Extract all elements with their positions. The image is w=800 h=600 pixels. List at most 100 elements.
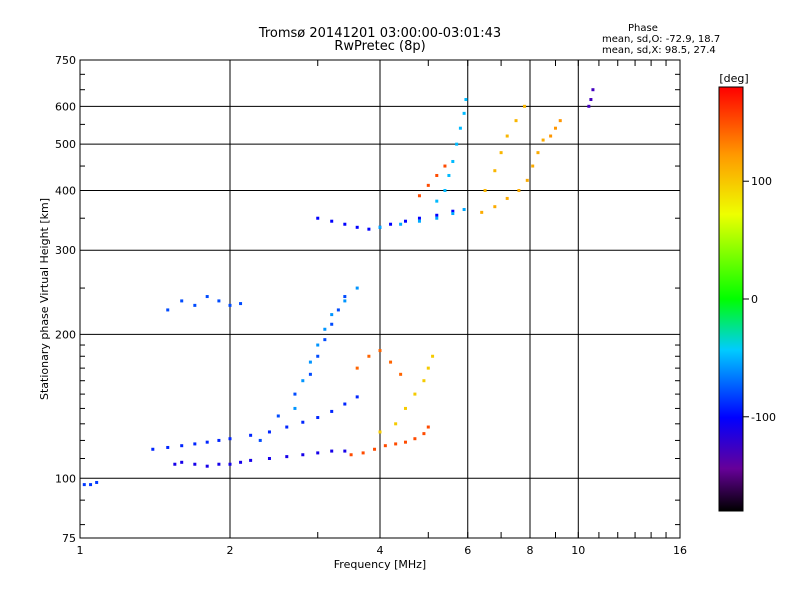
data-point	[431, 354, 435, 358]
data-point	[330, 322, 334, 326]
data-point	[426, 366, 430, 370]
data-point	[276, 414, 280, 418]
data-point	[383, 444, 387, 448]
data-point	[205, 464, 209, 468]
data-point	[323, 338, 327, 342]
data-point	[316, 216, 320, 220]
data-point	[435, 216, 439, 220]
data-point	[355, 395, 359, 399]
data-point	[330, 409, 334, 413]
data-point	[343, 299, 347, 303]
data-point	[267, 456, 271, 460]
y-tick-label: 400	[55, 184, 76, 197]
data-point	[316, 451, 320, 455]
data-point	[417, 219, 421, 223]
data-point	[330, 219, 334, 223]
x-tick-label: 10	[571, 544, 585, 557]
data-point	[493, 205, 497, 209]
data-point	[180, 299, 184, 303]
data-point	[378, 225, 382, 229]
data-point	[355, 286, 359, 290]
x-tick-label: 1	[77, 544, 84, 557]
data-point	[316, 354, 320, 358]
data-point	[308, 360, 312, 364]
data-point	[493, 169, 497, 173]
data-point	[336, 308, 340, 312]
y-tick-label: 300	[55, 244, 76, 257]
data-point	[301, 420, 305, 424]
data-point	[483, 188, 487, 192]
data-point	[166, 445, 170, 449]
y-tick-label: 500	[55, 138, 76, 151]
data-point	[451, 159, 455, 163]
data-point	[228, 437, 232, 441]
data-point	[228, 303, 232, 307]
data-point	[217, 438, 221, 442]
data-point	[403, 406, 407, 410]
data-point	[422, 379, 426, 383]
stats-o-mode: mean, sd,O: -72.9, 18.7	[602, 34, 721, 45]
data-point	[367, 354, 371, 358]
data-point	[517, 188, 521, 192]
data-point	[82, 483, 86, 487]
data-point	[399, 372, 403, 376]
colorbar-tick-label: -100	[751, 411, 776, 424]
data-point	[367, 227, 371, 231]
data-point	[443, 188, 447, 192]
data-point	[316, 343, 320, 347]
data-point	[394, 442, 398, 446]
data-point	[180, 444, 184, 448]
colorbar-tick-label: 0	[751, 293, 758, 306]
data-point	[525, 178, 529, 182]
data-point	[330, 313, 334, 317]
data-point	[323, 327, 327, 331]
data-point	[355, 366, 359, 370]
data-point	[536, 151, 540, 155]
data-point	[330, 449, 334, 453]
x-tick-label: 2	[227, 544, 234, 557]
colorbar	[718, 86, 744, 512]
y-tick-label: 100	[55, 472, 76, 485]
data-point	[389, 222, 393, 226]
x-tick-label: 6	[464, 544, 471, 557]
data-point	[151, 447, 155, 451]
data-point	[193, 462, 197, 466]
data-point	[173, 462, 177, 466]
data-point	[549, 134, 553, 138]
data-point	[316, 416, 320, 420]
data-point	[239, 302, 243, 306]
x-axis-title: Frequency [MHz]	[334, 558, 426, 571]
grid-lines	[80, 60, 680, 538]
data-point	[193, 442, 197, 446]
data-point	[558, 119, 562, 123]
data-point	[435, 213, 439, 217]
y-tick-label: 75	[62, 532, 76, 545]
data-point	[458, 126, 462, 130]
data-point	[293, 406, 297, 410]
colorbar-label: [deg]	[719, 72, 748, 85]
data-point	[205, 295, 209, 299]
data-points	[82, 88, 595, 487]
x-tick-label: 8	[527, 544, 534, 557]
data-point	[343, 295, 347, 299]
data-point	[403, 219, 407, 223]
data-point	[514, 119, 518, 123]
data-point	[378, 349, 382, 353]
data-point	[531, 164, 535, 168]
data-point	[355, 225, 359, 229]
data-point	[523, 104, 527, 108]
colorbar-tick-label: 100	[751, 175, 772, 188]
chart-subtitle: RwPretec (8p)	[334, 39, 426, 54]
data-point	[589, 98, 593, 102]
data-point	[413, 437, 417, 441]
data-point	[447, 173, 451, 177]
data-point	[267, 430, 271, 434]
data-point	[205, 440, 209, 444]
data-point	[417, 194, 421, 198]
data-point	[239, 460, 243, 464]
data-point	[541, 138, 545, 142]
data-point	[301, 453, 305, 457]
axis-ticks	[79, 60, 681, 538]
data-point	[462, 111, 466, 115]
